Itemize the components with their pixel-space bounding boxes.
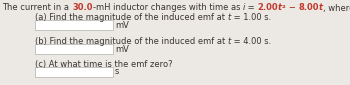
Text: =: =	[245, 3, 257, 12]
Text: mV: mV	[115, 20, 129, 29]
Text: s: s	[115, 67, 119, 76]
Text: −: −	[286, 3, 299, 12]
Bar	[35, 44, 113, 54]
Text: -mH inductor changes with time as: -mH inductor changes with time as	[93, 3, 243, 12]
Text: mV: mV	[115, 45, 129, 53]
Text: (c) At what time is the emf zero?: (c) At what time is the emf zero?	[35, 60, 173, 69]
Text: t: t	[228, 14, 231, 23]
Text: = 4.00 s.: = 4.00 s.	[231, 37, 271, 46]
Text: (a) Find the magnitude of the induced emf at: (a) Find the magnitude of the induced em…	[35, 14, 228, 23]
Text: = 1.00 s.: = 1.00 s.	[231, 14, 271, 23]
Bar	[35, 67, 113, 77]
Text: The current in a: The current in a	[2, 3, 72, 12]
Bar	[35, 20, 113, 30]
Text: (b) Find the magnitude of the induced emf at: (b) Find the magnitude of the induced em…	[35, 37, 228, 46]
Text: 2.00: 2.00	[257, 3, 278, 12]
Text: t: t	[278, 3, 282, 12]
Text: i: i	[243, 3, 245, 12]
Text: 30.0: 30.0	[72, 3, 93, 12]
Text: 8.00: 8.00	[299, 3, 319, 12]
Text: t: t	[228, 37, 231, 46]
Text: ²: ²	[282, 3, 286, 12]
Text: t: t	[319, 3, 323, 12]
Text: , where: , where	[323, 3, 350, 12]
